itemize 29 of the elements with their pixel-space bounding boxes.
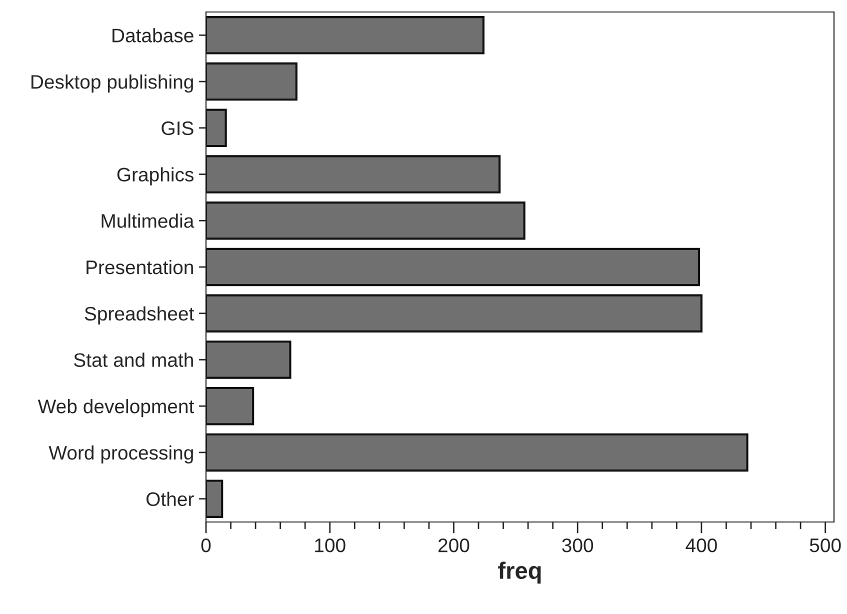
x-tick-label: 400 bbox=[686, 538, 717, 552]
y-tick-label: Stat and math bbox=[74, 352, 193, 367]
bar bbox=[206, 202, 526, 240]
x-tick-label: 200 bbox=[438, 538, 470, 552]
y-tick-label: Desktop publishing bbox=[32, 74, 193, 93]
bar bbox=[206, 62, 298, 101]
x-tick-label: 0 bbox=[201, 538, 211, 552]
y-tick-label: Database bbox=[112, 28, 194, 42]
y-tick-label: Word processing bbox=[48, 445, 193, 464]
y-tick-label: Web development bbox=[38, 399, 194, 418]
y-tick-label: Multimedia bbox=[102, 214, 194, 228]
bar bbox=[206, 155, 501, 194]
y-tick-label: Graphics bbox=[117, 167, 194, 186]
x-tick-label: 100 bbox=[315, 538, 346, 552]
y-tick-label: Other bbox=[146, 492, 194, 506]
bar bbox=[206, 386, 254, 426]
x-tick-label: 500 bbox=[810, 538, 841, 552]
bar bbox=[206, 16, 485, 54]
y-tick-label: Presentation bbox=[86, 260, 193, 274]
bar bbox=[206, 108, 227, 148]
x-tick-label: 300 bbox=[562, 538, 594, 552]
bar bbox=[206, 433, 748, 472]
bar bbox=[206, 480, 224, 518]
x-axis-title: freq bbox=[498, 562, 541, 584]
y-tick-label: GIS bbox=[162, 121, 194, 136]
bar bbox=[206, 340, 292, 379]
bar bbox=[206, 294, 703, 332]
bar bbox=[206, 248, 700, 286]
y-tick-label: Spreadsheet bbox=[84, 306, 194, 324]
